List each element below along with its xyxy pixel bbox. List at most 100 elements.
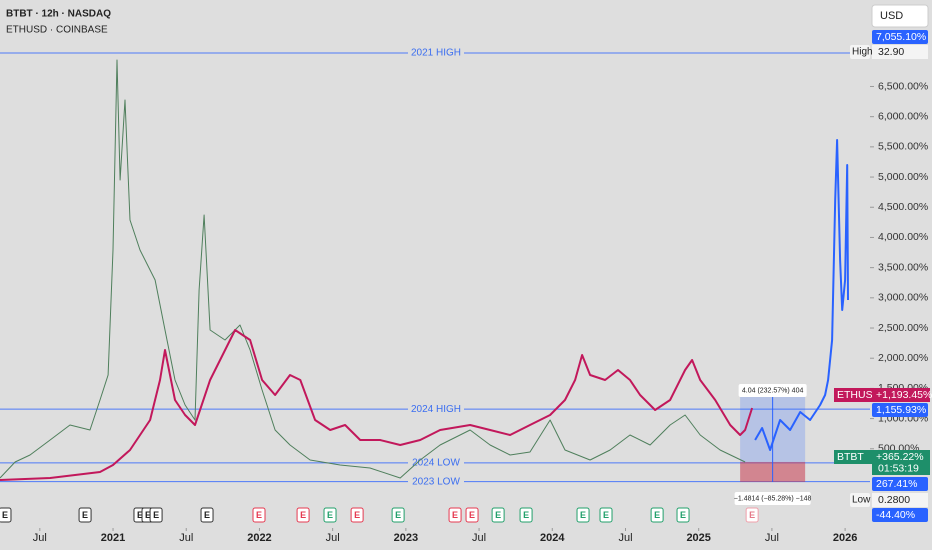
measure-up-label: 4.04 (232.57%) 404 bbox=[742, 387, 804, 394]
series-value-tag bbox=[872, 388, 930, 402]
earnings-label: E bbox=[523, 510, 529, 520]
series-value-tag bbox=[872, 450, 930, 464]
x-tick-label: 2022 bbox=[247, 532, 271, 544]
earnings-marker bbox=[576, 507, 590, 523]
level-label-bg bbox=[408, 456, 464, 469]
x-tick-label: Jul bbox=[472, 532, 486, 544]
earnings-marker bbox=[323, 507, 337, 523]
series-name-tag bbox=[834, 450, 872, 464]
earnings-label: E bbox=[153, 510, 159, 520]
level-label: 2024 HIGH bbox=[411, 404, 461, 415]
y-tick-label: 5,500.00% bbox=[878, 141, 928, 153]
earnings-label: E bbox=[452, 510, 458, 520]
earnings-label: E bbox=[680, 510, 686, 520]
earnings-label: E bbox=[603, 510, 609, 520]
price-tag bbox=[872, 403, 928, 417]
earnings-marker bbox=[599, 507, 613, 523]
x-tick-label: Jul bbox=[618, 532, 632, 544]
price-tag-label: 1,155.93% bbox=[876, 404, 926, 416]
compare-symbol: ETHUSD · COINBASE bbox=[6, 25, 108, 36]
series-name: ETHUSD bbox=[837, 389, 881, 401]
earnings-label: E bbox=[2, 510, 8, 520]
earnings-label: E bbox=[469, 510, 475, 520]
low-price-bg bbox=[872, 493, 928, 507]
series-name: BTBT bbox=[837, 451, 864, 463]
y-tick-label: 6,000.00% bbox=[878, 110, 928, 122]
earnings-marker bbox=[676, 507, 690, 523]
series-name-tag bbox=[834, 388, 872, 402]
earnings-label: E bbox=[137, 510, 143, 520]
price-tag bbox=[872, 477, 928, 491]
x-tick-label: 2025 bbox=[686, 532, 710, 544]
earnings-label: E bbox=[145, 510, 151, 520]
x-tick-label: 2026 bbox=[833, 532, 857, 544]
earnings-marker bbox=[519, 507, 533, 523]
y-tick-label: 5,000.00% bbox=[878, 171, 928, 183]
high-price: 32.90 bbox=[878, 46, 904, 58]
earnings-marker bbox=[448, 507, 462, 523]
earnings-label: E bbox=[654, 510, 660, 520]
earnings-marker bbox=[149, 507, 163, 523]
high-tag bbox=[850, 45, 870, 59]
earnings-marker bbox=[296, 507, 310, 523]
y-tick-label: 3,000.00% bbox=[878, 292, 928, 304]
earnings-marker bbox=[391, 507, 405, 523]
earnings-marker bbox=[78, 507, 92, 523]
level-label-bg bbox=[408, 475, 464, 488]
earnings-marker bbox=[0, 507, 12, 523]
x-tick-label: 2023 bbox=[394, 532, 418, 544]
series-value: +365.22% bbox=[876, 451, 924, 463]
earnings-label: E bbox=[354, 510, 360, 520]
x-tick-label: Jul bbox=[179, 532, 193, 544]
earnings-label: E bbox=[300, 510, 306, 520]
earnings-marker bbox=[491, 507, 505, 523]
earnings-label: E bbox=[204, 510, 210, 520]
earnings-marker bbox=[350, 507, 364, 523]
earnings-label: E bbox=[82, 510, 88, 520]
earnings-marker bbox=[200, 507, 214, 523]
earnings-label: E bbox=[327, 510, 333, 520]
y-tick-label: 4,500.00% bbox=[878, 201, 928, 213]
currency[interactable]: USD bbox=[880, 10, 903, 22]
x-tick-label: Jul bbox=[33, 532, 47, 544]
measure-down-label: −1.4814 (−85.28%) −148 bbox=[734, 495, 812, 502]
series-line bbox=[754, 139, 849, 451]
earnings-marker bbox=[745, 507, 759, 523]
x-tick-label: Jul bbox=[326, 532, 340, 544]
level-label-bg bbox=[408, 46, 464, 59]
low-name: Low bbox=[852, 495, 871, 506]
high-price-bg bbox=[872, 45, 928, 59]
series-value: +1,193.45% bbox=[876, 389, 932, 401]
price-tag-label: -44.40% bbox=[876, 509, 915, 521]
series-line bbox=[0, 59, 746, 479]
y-tick-label: 3,500.00% bbox=[878, 261, 928, 273]
measure-up-label-bg bbox=[738, 383, 807, 397]
currency-button[interactable] bbox=[871, 4, 929, 28]
price-tag bbox=[872, 508, 928, 522]
series-line bbox=[0, 329, 754, 481]
y-tick-label: 2,000.00% bbox=[878, 352, 928, 364]
price-tag bbox=[872, 30, 928, 44]
x-tick-label: Jul bbox=[765, 532, 779, 544]
price-tag-label: 267.41% bbox=[876, 478, 917, 490]
earnings-marker bbox=[252, 507, 266, 523]
low-tag bbox=[850, 493, 870, 507]
countdown: 01:53:19 bbox=[878, 462, 919, 474]
level-label: 2024 LOW bbox=[412, 457, 460, 468]
countdown-tag bbox=[872, 462, 930, 475]
earnings-label: E bbox=[256, 510, 262, 520]
price-tag-label: 7,055.10% bbox=[876, 31, 926, 43]
y-tick-label: 4,000.00% bbox=[878, 231, 928, 243]
high-name: High bbox=[852, 47, 873, 58]
earnings-label: E bbox=[395, 510, 401, 520]
level-label: 2023 LOW bbox=[412, 476, 460, 487]
x-tick-label: 2024 bbox=[540, 532, 565, 544]
level-label: 2021 HIGH bbox=[411, 48, 461, 59]
level-label-bg bbox=[408, 403, 464, 416]
earnings-label: E bbox=[495, 510, 501, 520]
earnings-label: E bbox=[580, 510, 586, 520]
y-tick-label: 6,500.00% bbox=[878, 80, 928, 92]
earnings-marker bbox=[650, 507, 664, 523]
